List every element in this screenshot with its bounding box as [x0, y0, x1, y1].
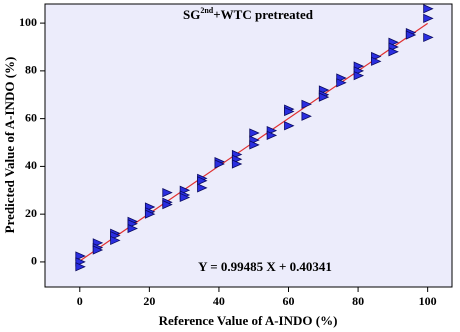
y-tick-label: 0 — [31, 254, 37, 268]
point — [249, 128, 260, 138]
point — [162, 188, 173, 198]
point — [301, 99, 312, 109]
point — [179, 192, 191, 203]
point — [371, 56, 382, 66]
title-sup: 2nd — [200, 6, 213, 15]
x-tick-label: 100 — [419, 294, 437, 308]
point — [388, 47, 399, 57]
point — [353, 71, 365, 81]
y-tick-label: 80 — [25, 63, 37, 77]
point — [197, 176, 208, 186]
point — [405, 30, 417, 40]
point — [92, 245, 104, 255]
point — [284, 106, 295, 117]
point — [197, 183, 208, 193]
y-tick-label: 100 — [19, 15, 37, 29]
y-axis-label: Predicted Value of A-INDO (%) — [2, 57, 17, 234]
point — [162, 199, 173, 210]
x-tick-label: 40 — [213, 294, 225, 308]
point — [75, 262, 86, 272]
x-tick-label: 20 — [143, 294, 155, 308]
point — [336, 78, 347, 88]
point — [423, 32, 434, 43]
y-tick-label: 20 — [25, 206, 37, 220]
point — [249, 140, 260, 150]
title-rest: +WTC pretreated — [213, 7, 313, 22]
point — [144, 209, 156, 219]
x-tick-label: 60 — [283, 294, 295, 308]
x-tick-label: 80 — [352, 294, 364, 308]
y-tick-label: 40 — [25, 158, 37, 172]
point — [318, 92, 330, 102]
chart-title: SG2nd+WTC pretreated — [183, 6, 314, 22]
point — [75, 251, 86, 261]
y-tick-label: 60 — [25, 110, 37, 124]
point — [284, 121, 295, 131]
point — [423, 4, 434, 14]
point — [301, 111, 312, 121]
plot-frame — [44, 3, 453, 288]
x-axis-label: Reference Value of A-INDO (%) — [159, 313, 338, 328]
equation: Y = 0.99485 X + 0.40341 — [198, 259, 332, 274]
point — [231, 159, 243, 169]
title-base: SG — [183, 7, 200, 22]
point — [423, 13, 434, 23]
point — [127, 223, 138, 234]
point — [110, 235, 121, 246]
point — [214, 159, 225, 169]
x-tick-label: 0 — [77, 294, 83, 308]
point — [266, 130, 278, 140]
